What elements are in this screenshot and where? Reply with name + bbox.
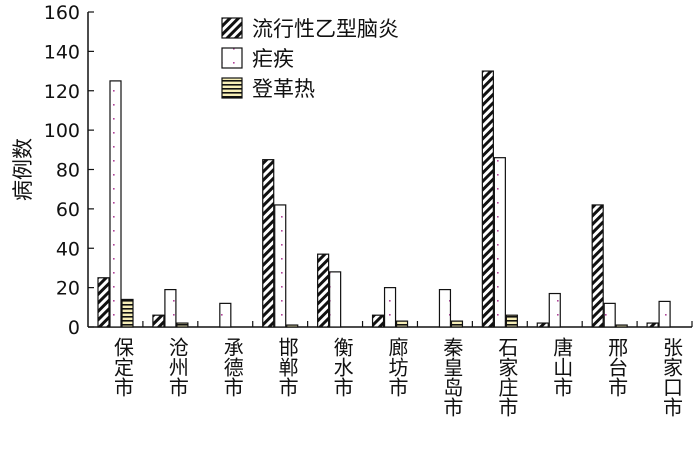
legend-label: 登革热	[252, 77, 315, 101]
category-label: 张家口市	[660, 337, 684, 417]
category-label: 唐山市	[550, 337, 574, 397]
bar	[164, 288, 177, 328]
bar	[262, 159, 275, 328]
category-label: 沧州市	[165, 337, 189, 397]
bar	[438, 288, 452, 328]
y-tick-label: 60	[56, 199, 80, 221]
bar	[219, 302, 232, 328]
y-tick-label: 140	[44, 41, 80, 63]
bar	[615, 324, 628, 328]
y-tick-label: 120	[44, 81, 80, 103]
y-tick-label: 20	[56, 278, 80, 300]
bar	[176, 322, 189, 328]
category-label: 石家庄市	[495, 337, 519, 417]
bar	[450, 320, 464, 328]
bar	[274, 204, 287, 328]
bar	[536, 322, 549, 328]
category-label: 秦皇岛市	[440, 337, 464, 417]
legend-label: 疟疾	[252, 47, 294, 71]
category-label: 廊坊市	[385, 337, 409, 397]
category-label: 邢台市	[605, 337, 629, 397]
bar	[493, 157, 506, 328]
bar	[603, 302, 616, 328]
y-tick-label: 0	[68, 317, 80, 339]
bar	[481, 70, 494, 328]
bar	[591, 204, 604, 328]
bar	[152, 314, 165, 328]
category-label: 保定市	[110, 337, 134, 397]
bar	[109, 80, 122, 328]
bar	[121, 298, 134, 328]
bar	[505, 314, 518, 328]
legend-swatch	[221, 17, 243, 39]
bar	[548, 292, 561, 328]
y-tick-label: 80	[56, 160, 80, 182]
bar	[383, 287, 397, 328]
bar	[395, 320, 409, 328]
bar	[317, 253, 330, 328]
bar	[646, 322, 659, 328]
legend-label: 流行性乙型脑炎	[252, 17, 399, 41]
category-label: 邯郸市	[275, 337, 299, 397]
category-label: 承德市	[220, 337, 244, 397]
plot-area: 0 20 40 60 80 100 120 140 160 保定市 沧州市 承德市 邯郸市 衡水市 廊坊市 秦…	[44, 2, 693, 417]
y-tick-label: 160	[44, 2, 80, 24]
y-tick-label: 100	[44, 120, 80, 142]
y-tick-label: 40	[56, 238, 80, 260]
legend-swatch	[221, 77, 243, 99]
y-axis-title: 病例数	[11, 138, 35, 201]
bar	[97, 277, 110, 328]
bar	[658, 300, 671, 328]
bar	[286, 324, 299, 328]
category-label: 衡水市	[330, 337, 354, 397]
legend-swatch	[221, 47, 243, 69]
bar	[329, 271, 342, 328]
bar	[371, 314, 385, 328]
